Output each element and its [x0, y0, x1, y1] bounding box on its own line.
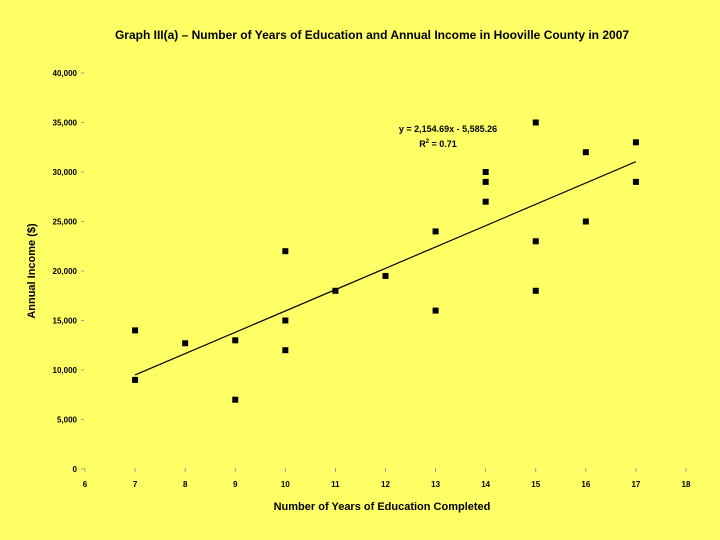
trendline-equation-text: y = 2,154.69x - 5,585.26 — [399, 124, 497, 134]
data-point — [532, 119, 539, 126]
data-point — [182, 340, 189, 347]
y-tick-label: 0 — [73, 465, 78, 474]
data-point — [382, 272, 389, 279]
data-point — [332, 287, 339, 294]
x-tick-label: 16 — [581, 480, 590, 489]
data-point — [482, 178, 489, 185]
chart-title: Graph III(a) – Number of Years of Educat… — [115, 28, 629, 42]
y-tick-label: 35,000 — [53, 119, 78, 128]
y-tick-label: 40,000 — [53, 69, 78, 78]
x-tick-label: 14 — [481, 480, 490, 489]
x-tick-label: 8 — [183, 480, 188, 489]
data-point — [432, 228, 439, 235]
data-point — [482, 169, 489, 175]
x-tick-label: 12 — [381, 480, 390, 489]
r-squared-text: R2 = 0.71 — [419, 139, 457, 149]
r-squared-prefix: R — [419, 139, 426, 149]
data-point — [432, 307, 439, 314]
r-squared-superscript: 2 — [426, 139, 430, 145]
data-point — [232, 337, 239, 344]
trendline — [134, 161, 637, 376]
y-axis-label: Annual Income ($) — [26, 223, 38, 319]
data-point — [282, 248, 289, 255]
data-point — [582, 218, 589, 225]
y-tick-label: 10,000 — [53, 366, 78, 375]
trendline-equation: y = 2,154.69x - 5,585.26 R2 = 0.71 — [399, 124, 497, 149]
data-point — [482, 198, 489, 205]
y-tick-label: 5,000 — [57, 416, 78, 425]
x-tick-label: 13 — [431, 480, 440, 489]
x-tick-label: 18 — [682, 480, 691, 489]
data-point — [282, 347, 289, 354]
axis-ticks: 0 5,000 10,000 15,000 20,000 25,000 30,000 35,0… — [53, 69, 691, 489]
y-tick-label: 20,000 — [53, 267, 78, 276]
data-point — [282, 317, 289, 324]
data-point — [132, 376, 139, 383]
x-tick-label: 10 — [281, 480, 290, 489]
data-point — [532, 287, 539, 294]
data-point — [632, 139, 639, 146]
y-tick-label: 15,000 — [53, 317, 78, 326]
r-squared-value: = 0.71 — [429, 139, 457, 149]
data-point — [232, 396, 239, 403]
data-point — [582, 149, 589, 156]
x-tick-label: 17 — [631, 480, 640, 489]
y-tick-label: 30,000 — [53, 168, 78, 177]
x-tick-label: 11 — [331, 480, 340, 489]
data-points — [132, 119, 639, 403]
data-point — [632, 178, 639, 185]
data-point — [132, 327, 139, 334]
x-axis-label: Number of Years of Education Completed — [274, 501, 491, 513]
data-point — [532, 238, 539, 245]
y-tick-label: 25,000 — [53, 218, 78, 227]
x-tick-label: 15 — [531, 480, 540, 489]
x-tick-label: 6 — [83, 480, 88, 489]
x-tick-label: 9 — [233, 480, 238, 489]
x-tick-label: 7 — [133, 480, 138, 489]
trendline-group — [134, 161, 637, 376]
